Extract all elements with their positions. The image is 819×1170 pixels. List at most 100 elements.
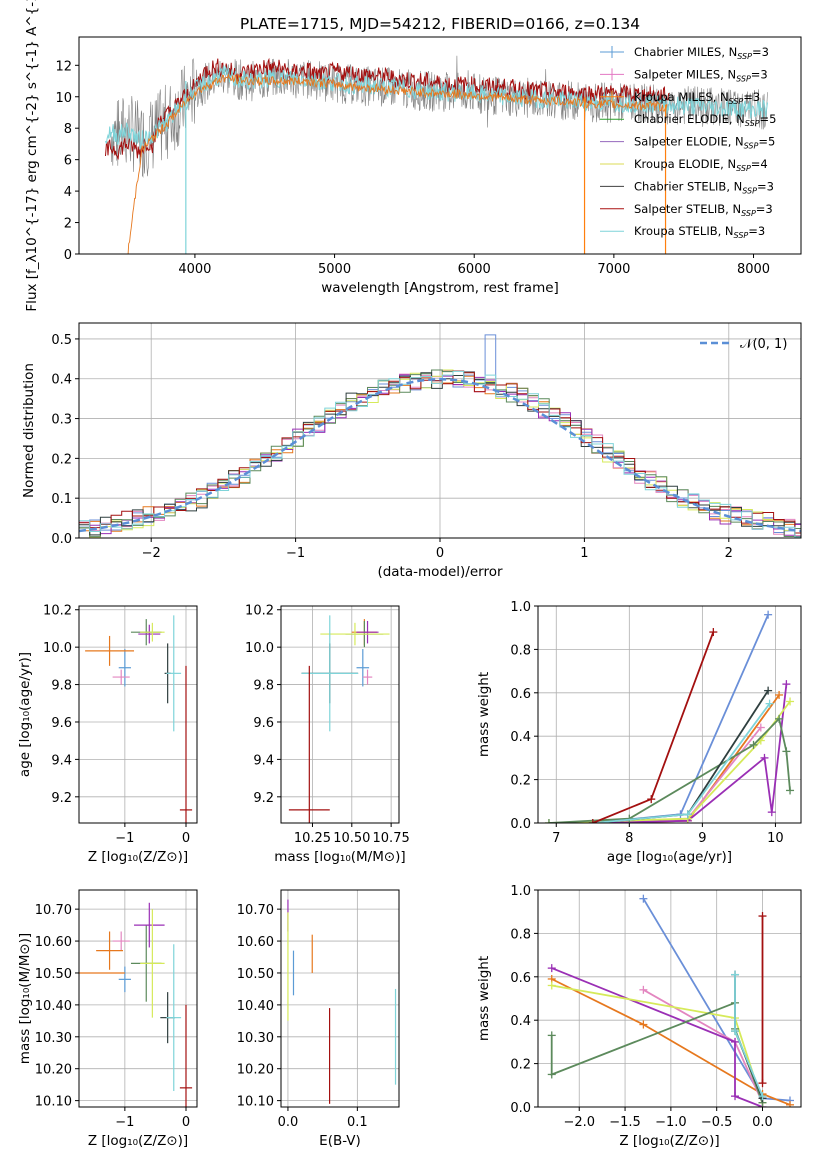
y-tick-label: 10.60: [237, 935, 274, 950]
y-tick-label: 0.6: [510, 687, 531, 702]
x-tick-label: 2: [725, 546, 733, 561]
axes-frame: [78, 605, 198, 824]
legend-label: Salpeter MILES, NSSP=3: [634, 67, 768, 83]
y-tick-label: 10.50: [237, 967, 274, 982]
x-tick-label: 7000: [597, 262, 630, 277]
plot-area: [287, 899, 397, 1104]
y-tick-label: 0.1: [51, 492, 72, 507]
weight-line: [592, 703, 771, 823]
x-tick-label: 8000: [737, 262, 770, 277]
normal-curve: [79, 377, 801, 533]
x-tick-label: −1.5: [609, 1115, 641, 1130]
x-tick-label: 10: [767, 831, 784, 846]
axes-frame: [78, 322, 802, 539]
y-tick-label: 0.0: [510, 1101, 531, 1116]
x-tick-label: 0.1: [347, 1115, 368, 1130]
x-tick-label: 10.25: [294, 831, 331, 846]
plot-area: [85, 615, 193, 823]
y-tick-label: 2: [64, 217, 72, 232]
x-axis-label: Z [log₁₀(Z/Z⊙)]: [88, 1133, 188, 1149]
x-tick-label: −2: [142, 546, 161, 561]
y-tick-label: 10.70: [237, 903, 274, 918]
panel-age_vs_Z: −1 0 9.2 9.4 9.6 9.8 10.0 10.2 Z [log₁₀(Z/Z⊙)] ag…: [17, 604, 198, 865]
y-tick-label: 10.2: [245, 604, 274, 619]
y-tick-label: 9.6: [253, 716, 274, 731]
x-tick-label: 0.0: [752, 1115, 773, 1130]
legend: Chabrier MILES, NSSP=3 Salpeter MILES, NS…: [600, 45, 776, 240]
y-tick-label: 10.0: [245, 641, 274, 656]
histogram-step: [79, 370, 801, 538]
y-axis-label: mass weight: [476, 672, 492, 757]
legend-label: Salpeter STELIB, NSSP=3: [634, 202, 773, 218]
x-tick-label: 10.50: [333, 831, 370, 846]
x-tick-label: 0: [182, 1115, 190, 1130]
x-axis-label: mass [log₁₀(M/M⊙)]: [274, 849, 405, 865]
y-tick-label: 10: [55, 91, 72, 106]
y-tick-label: 0.4: [510, 730, 531, 745]
plot-area: [544, 610, 795, 823]
weight-line: [592, 690, 769, 823]
y-tick-label: 0.5: [51, 333, 72, 348]
y-tick-label: 4: [64, 185, 72, 200]
x-axis-label: E(B-V): [319, 1133, 361, 1149]
y-tick-label: 9.4: [253, 753, 274, 768]
x-axis-label: Z [log₁₀(Z/Z⊙)]: [619, 1133, 719, 1149]
y-tick-label: 0.8: [510, 643, 531, 658]
y-tick-label: 10.60: [35, 935, 72, 950]
chart-title: PLATE=1715, MJD=54212, FIBERID=0166, z=0…: [240, 15, 640, 33]
y-tick-label: 1.0: [510, 884, 531, 899]
x-tick-label: 10.75: [373, 831, 410, 846]
y-tick-label: 10.2: [43, 604, 72, 619]
y-tick-label: 0.3: [51, 413, 72, 428]
y-tick-label: 10.30: [237, 1031, 274, 1046]
plot-area: [105, 55, 768, 254]
weight-line: [592, 631, 715, 823]
y-tick-label: 0.0: [510, 817, 531, 832]
plot-area: [547, 894, 795, 1107]
x-tick-label: 5000: [318, 262, 351, 277]
model-spectrum-line: [127, 73, 668, 254]
y-tick-label: 0.2: [51, 452, 72, 467]
histogram-step: [79, 370, 801, 534]
y-tick-label: 10.20: [237, 1063, 274, 1078]
y-tick-label: 9.2: [51, 791, 72, 806]
x-tick-label: −1: [115, 1115, 134, 1130]
legend-label: Kroupa STELIB, NSSP=3: [634, 224, 765, 240]
axes-frame: [280, 889, 400, 1108]
plot-area: [288, 615, 390, 823]
y-axis-label: age [log₁₀(age/yr)]: [17, 652, 33, 777]
y-axis-label: mass [log₁₀(M/M⊙)]: [17, 933, 33, 1064]
y-tick-label: 10.40: [35, 999, 72, 1014]
y-axis-label: Normed distribution: [21, 363, 37, 498]
y-tick-label: 10.50: [35, 967, 72, 982]
y-tick-label: 1.0: [510, 600, 531, 615]
panel-spectrum: 4000 5000 6000 7000 8000 0 2 4 6 8 10 12 wavelength …: [24, 0, 802, 312]
axes-frame: [537, 889, 802, 1108]
plot-area: [79, 334, 801, 538]
legend-label: Kroupa MILES, NSSP=3: [634, 90, 760, 106]
legend-label: 𝒩(0, 1): [740, 337, 787, 352]
y-tick-label: 0.2: [510, 774, 531, 789]
weight-line: [592, 683, 788, 823]
y-axis-label: mass weight: [476, 956, 492, 1041]
x-tick-label: −1.0: [655, 1115, 687, 1130]
y-tick-label: 12: [55, 59, 72, 74]
y-tick-label: 10.0: [43, 641, 72, 656]
y-tick-label: 9.8: [253, 679, 274, 694]
x-tick-label: 8: [625, 831, 633, 846]
x-tick-label: −2.0: [563, 1115, 595, 1130]
panel-mass_vs_Z: −1 0 10.10 10.20 10.30 10.40 10.50 10.60 10.70 Z …: [17, 889, 198, 1149]
axes-frame: [280, 605, 400, 824]
legend-label: Kroupa ELODIE, NSSP=4: [634, 157, 768, 173]
x-tick-label: 9: [698, 831, 706, 846]
y-tick-label: 10.40: [237, 999, 274, 1014]
panel-mass_vs_ebv: 0.0 0.1 10.10 10.20 10.30 10.40 10.50 10.60 10.7…: [237, 889, 400, 1149]
x-tick-label: 1: [580, 546, 588, 561]
y-tick-label: 9.2: [253, 791, 274, 806]
y-tick-label: 0.2: [510, 1058, 531, 1073]
panel-weight_vs_age: 7 8 9 10 0.0 0.2 0.4 0.6 0.8 1.0 age [log₁₀(age/yr…: [476, 600, 802, 865]
y-tick-label: 8: [64, 122, 72, 137]
x-tick-label: −1: [286, 546, 305, 561]
x-tick-label: 0.0: [278, 1115, 299, 1130]
